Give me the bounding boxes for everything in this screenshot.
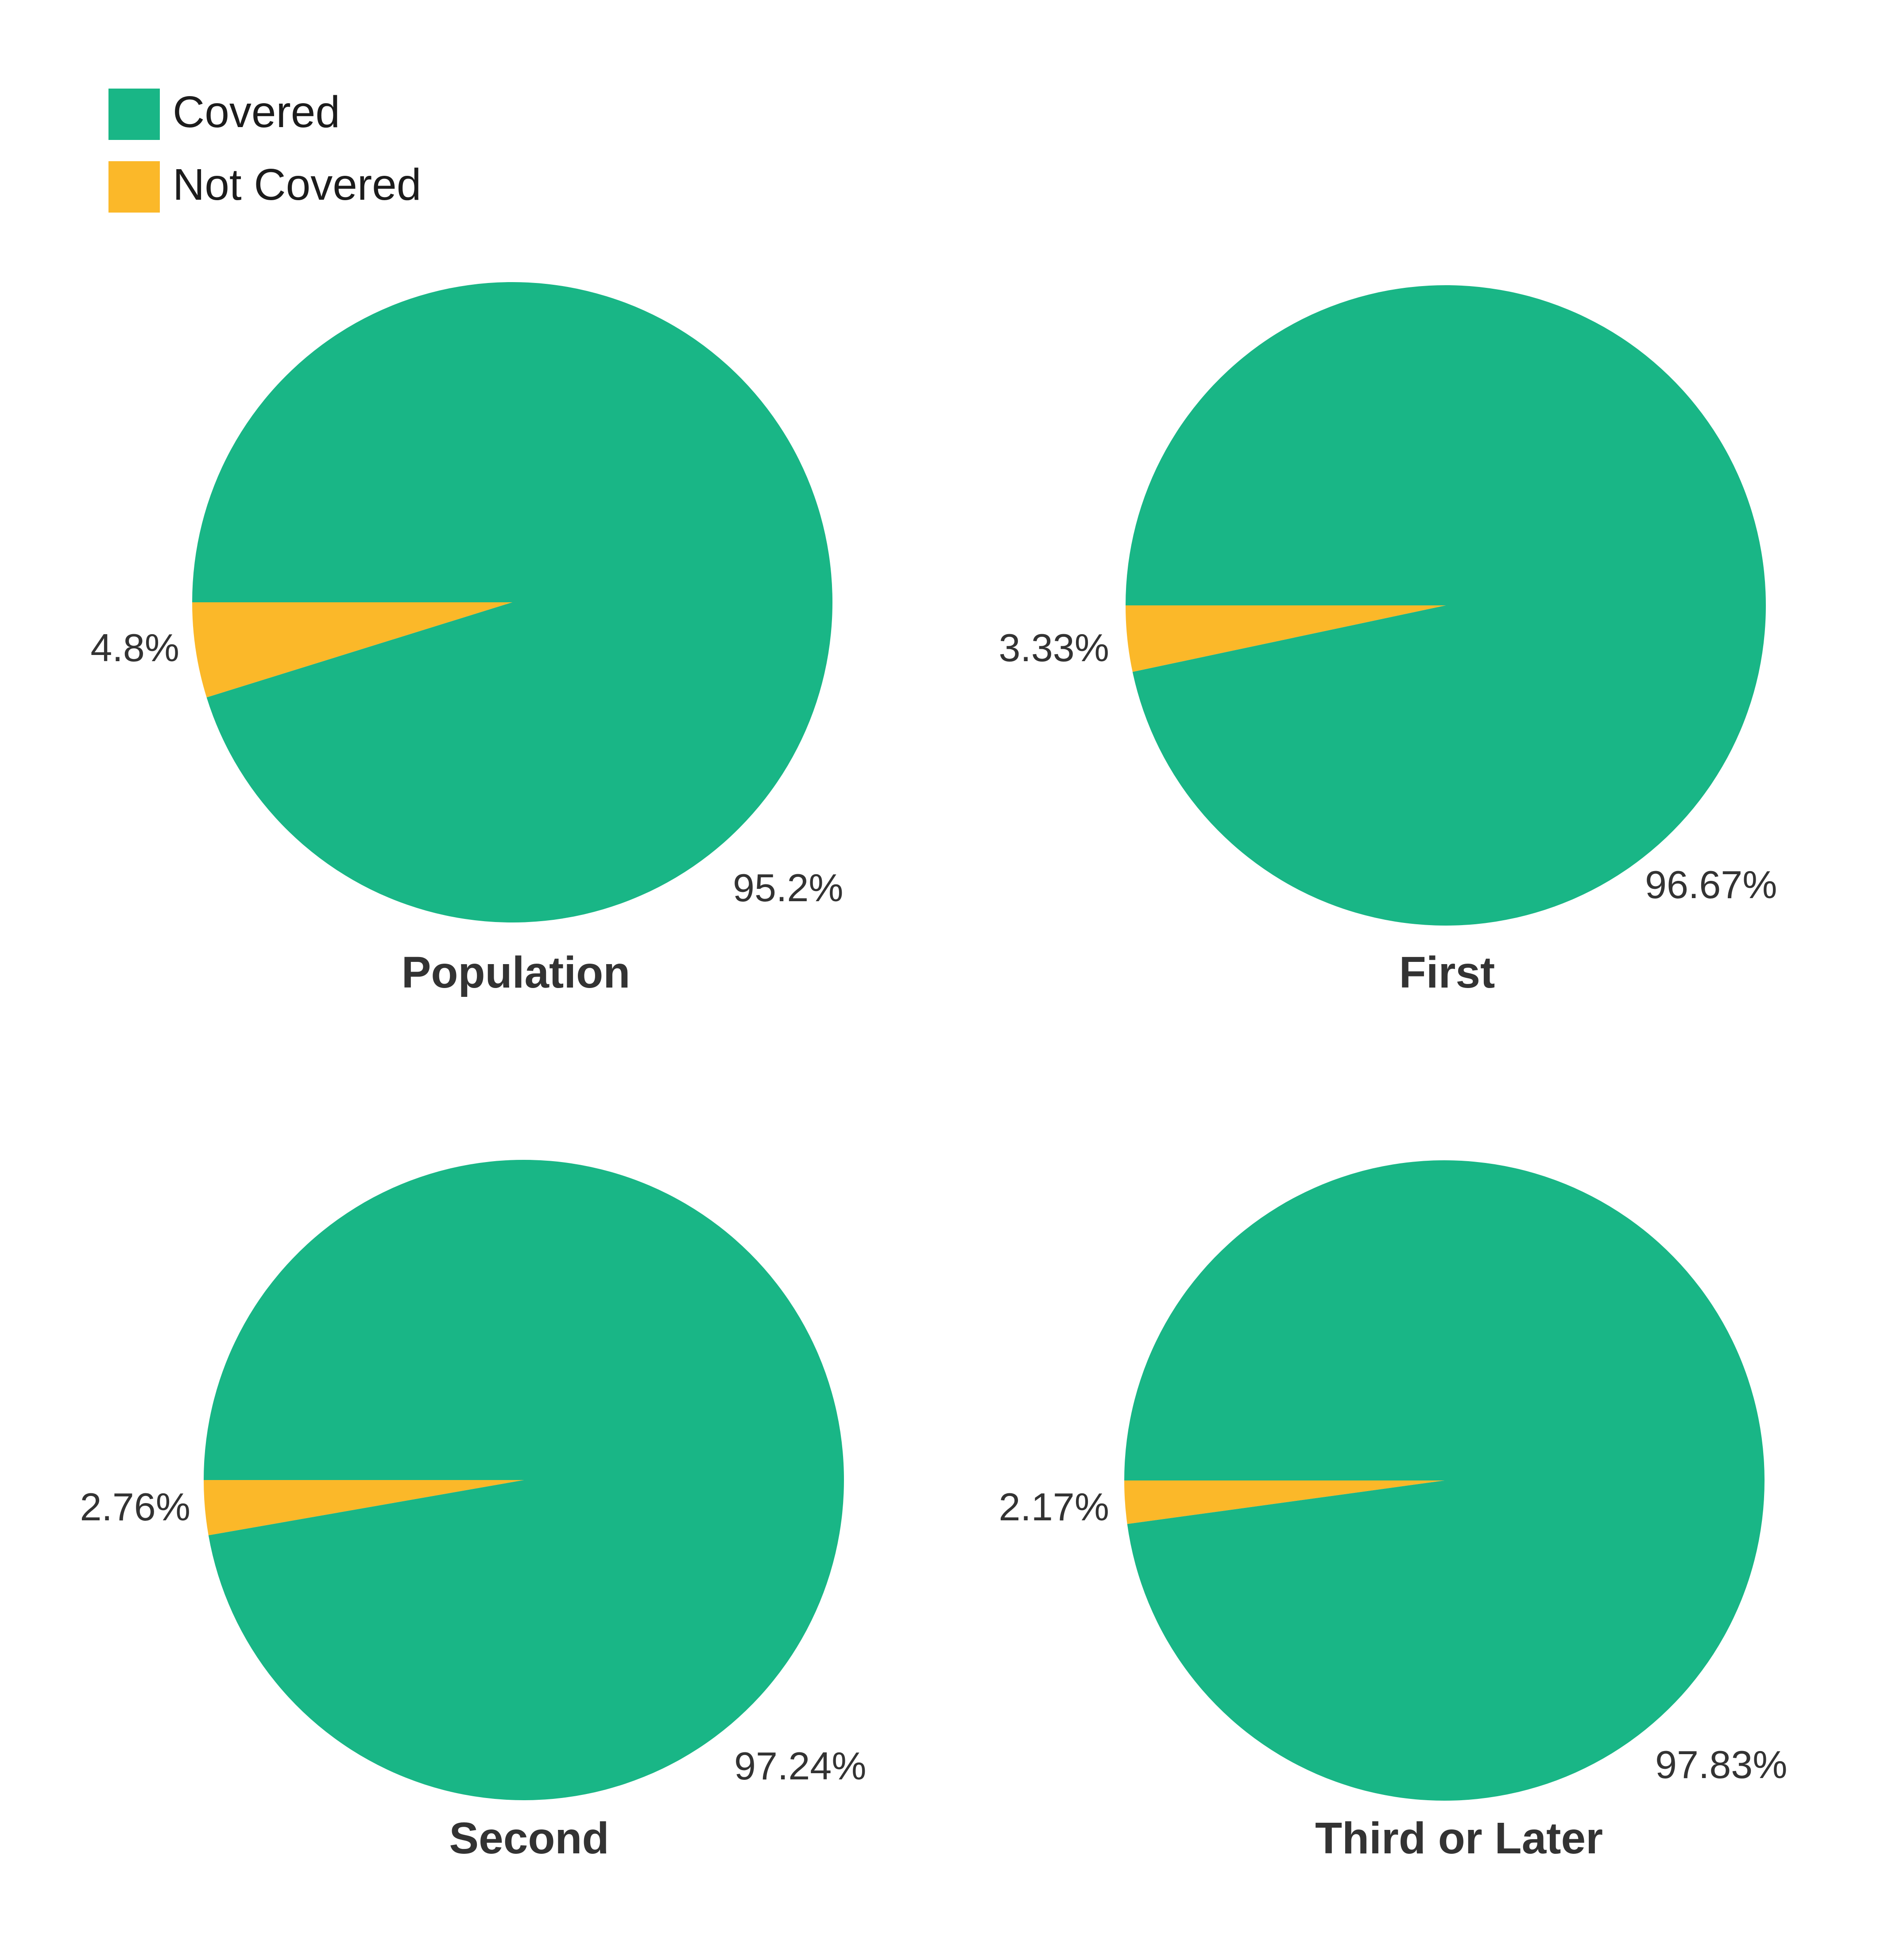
pie-second: 2.76% 97.24% Second (80, 1160, 866, 1863)
pie-label-not-covered: 4.8% (90, 626, 179, 670)
pie-label-covered: 97.83% (1655, 1743, 1787, 1786)
pie-title: Second (449, 1814, 609, 1863)
pie-label-not-covered: 3.33% (998, 626, 1109, 670)
pie-slice-covered (204, 1160, 844, 1801)
legend-swatch-not-covered (108, 161, 160, 213)
pie-slice-not-covered (204, 1480, 524, 1535)
pie-label-covered: 95.2% (733, 866, 844, 910)
pie-title: Third or Later (1315, 1814, 1603, 1863)
legend-item-covered: Covered (108, 87, 340, 140)
pie-label-not-covered: 2.17% (998, 1485, 1109, 1529)
legend: Covered Not Covered (108, 87, 421, 213)
pie-slice-not-covered (1124, 1480, 1444, 1524)
legend-swatch-covered (108, 89, 160, 140)
pie-title: Population (402, 948, 631, 997)
legend-label-not-covered: Not Covered (173, 160, 421, 209)
pie-first: 3.33% 96.67% First (998, 285, 1777, 997)
pie-slice-not-covered (192, 602, 512, 698)
pie-slice-not-covered (1126, 605, 1446, 672)
legend-item-not-covered: Not Covered (108, 160, 421, 213)
pie-third-or-later: 2.17% 97.83% Third or Later (998, 1160, 1787, 1863)
pie-slice-covered (192, 282, 833, 923)
pie-label-covered: 96.67% (1645, 863, 1777, 907)
legend-label-covered: Covered (173, 87, 340, 137)
pie-label-not-covered: 2.76% (80, 1485, 190, 1529)
pie-title: First (1399, 948, 1495, 997)
pie-label-covered: 97.24% (734, 1744, 866, 1788)
pie-population: 4.8% 95.2% Population (90, 282, 844, 997)
